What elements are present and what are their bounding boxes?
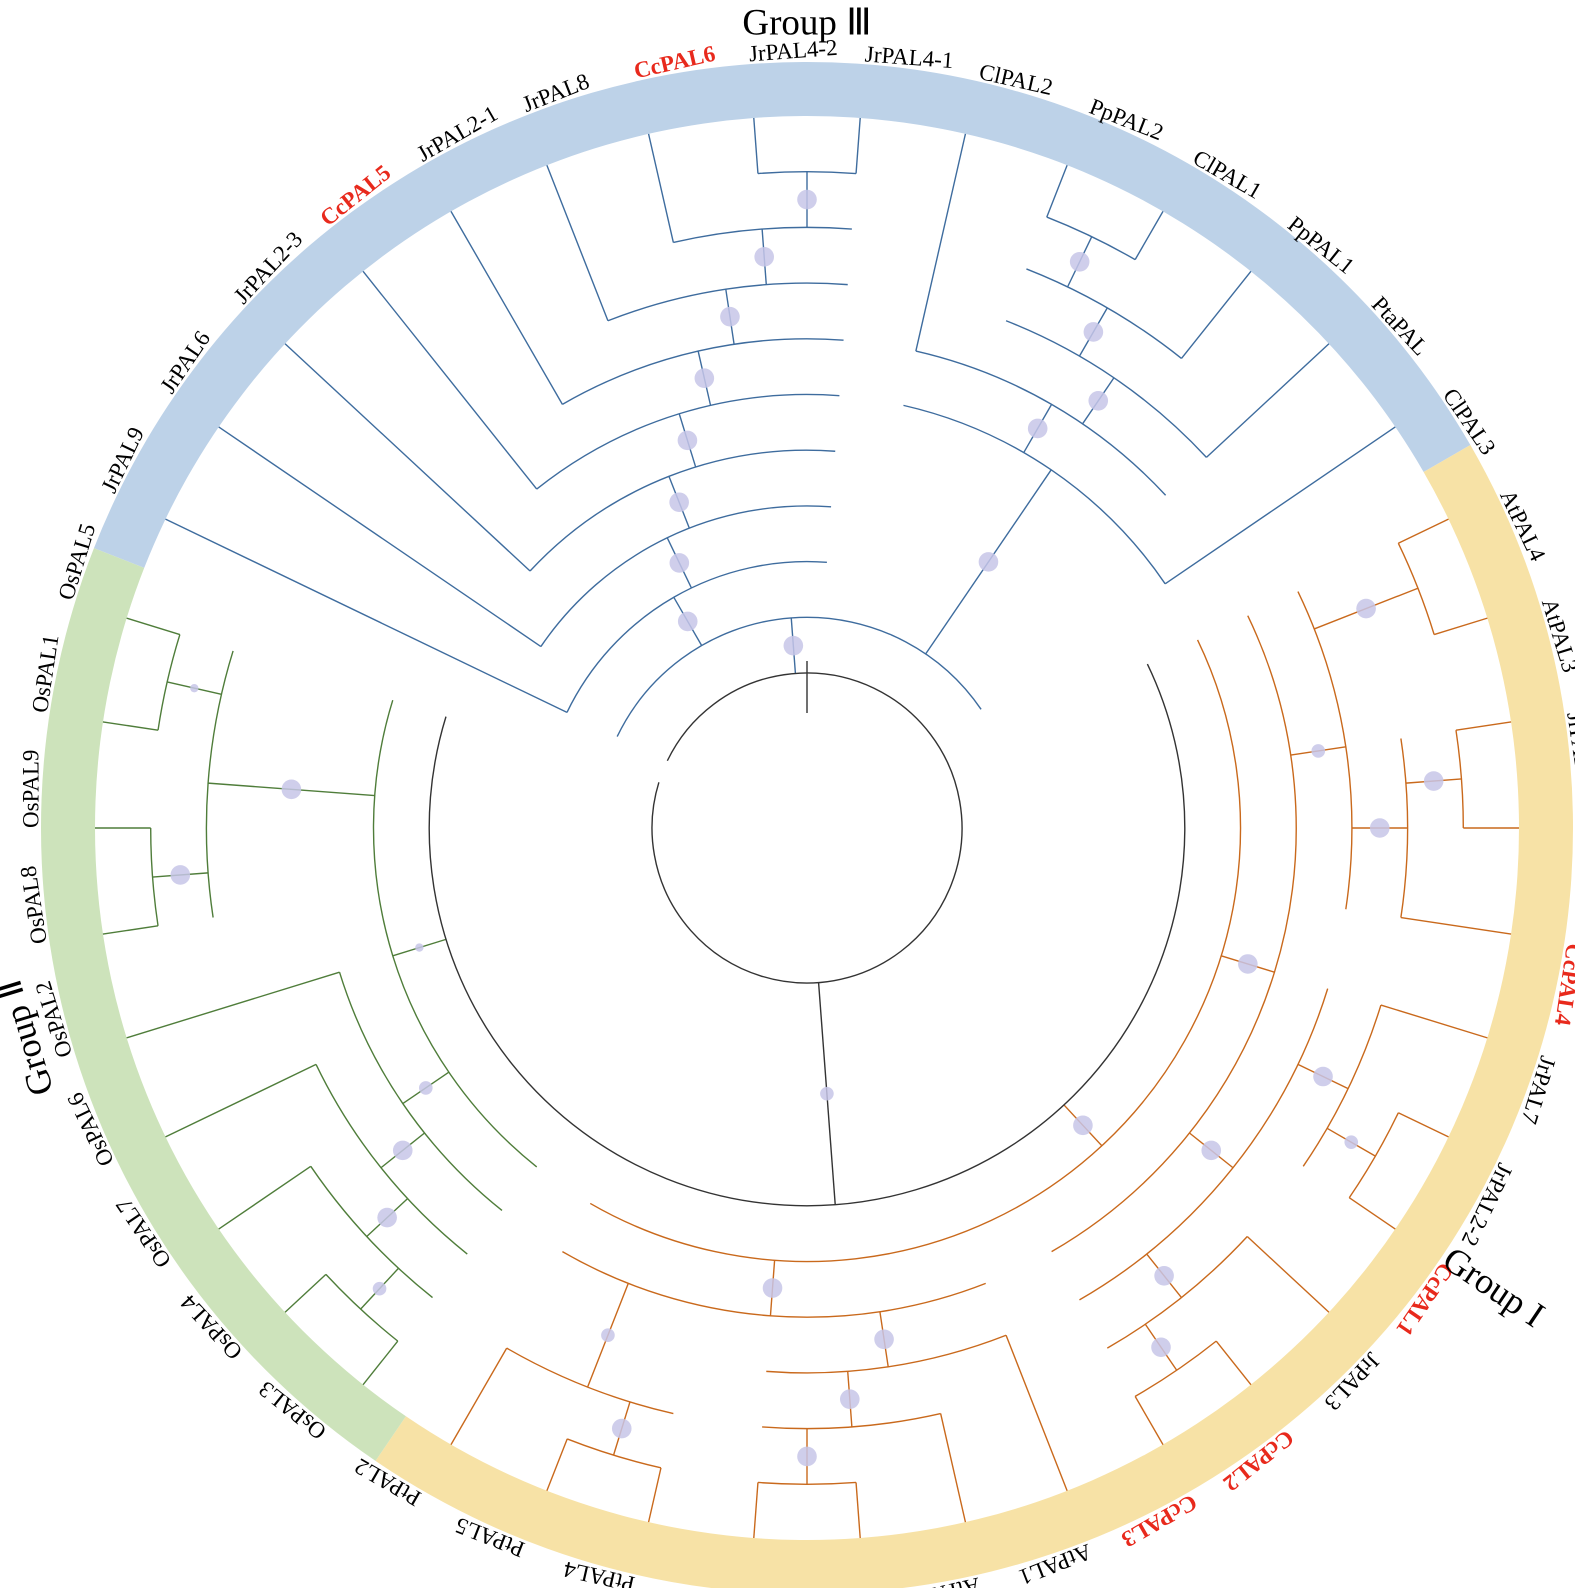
svg-text:Group Ⅲ: Group Ⅲ <box>742 2 871 43</box>
svg-text:OsPAL9: OsPAL9 <box>18 750 43 828</box>
svg-text:JrPAL5: JrPAL5 <box>1571 828 1575 897</box>
